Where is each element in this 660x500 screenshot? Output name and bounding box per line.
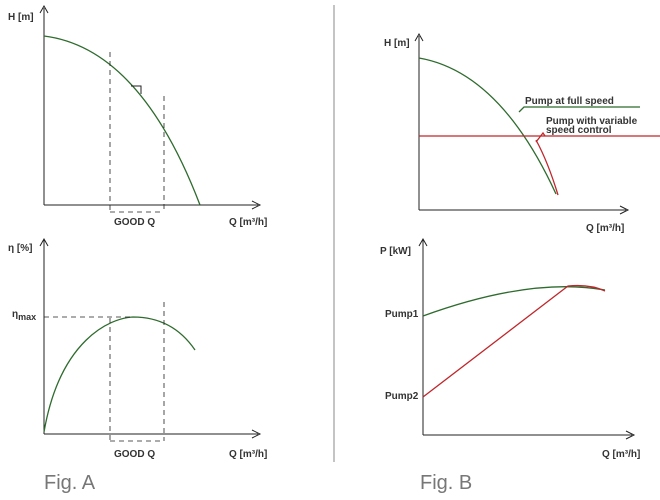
fig-b-pump1-label: Pump1 <box>385 309 419 320</box>
fig-b-pump1-curve <box>422 286 606 317</box>
fig-b-bottom-ylabel: P [kW] <box>380 246 411 257</box>
fig-b-caption: Fig. B <box>420 472 472 494</box>
fig-b-full-speed-label: Pump at full speed <box>525 96 614 107</box>
fig-a-top-xlabel: Q [m³/h] <box>229 217 267 228</box>
fig-a-bottom-x-arrow <box>251 429 262 439</box>
fig-b-top-y-arrow <box>414 32 424 42</box>
fig-b-head-chart: H [m] Q [m³/h] Pump at full speed Pump w… <box>384 32 660 234</box>
fig-b-variable-speed-curve <box>535 139 559 196</box>
fig-b-power-chart: P [kW] Q [m³/h] Pump1 Pump2 <box>380 237 640 460</box>
fig-a-bottom-y-arrow <box>39 237 49 247</box>
fig-a-bottom-xlabel: Q [m³/h] <box>229 449 267 460</box>
fig-b-variable-label-line1: Pump with variable <box>546 116 638 127</box>
fig-a-bottom-ylabel: η [%] <box>8 243 32 254</box>
fig-b-variable-speed-leader <box>535 131 546 143</box>
eta-symbol: η <box>12 309 18 320</box>
fig-b-variable-label-line2: speed control <box>546 125 612 136</box>
fig-a-bep-marker <box>131 85 142 94</box>
fig-b-bottom-x-arrow <box>625 430 636 440</box>
fig-b-pump2-curve <box>422 284 606 398</box>
fig-a-head-curve <box>43 35 201 206</box>
fig-a-efficiency-curve <box>43 316 196 433</box>
fig-a-eta-max-label: ηmax <box>12 309 36 322</box>
fig-b-full-speed-leader <box>518 106 640 113</box>
fig-a-top-x-arrow <box>251 200 262 210</box>
fig-a-efficiency-chart: η [%] ηmax Q [m³/h] GOOD Q <box>8 237 267 460</box>
eta-max-subscript: max <box>18 312 36 322</box>
fig-a-top-range-label: GOOD Q <box>114 217 155 228</box>
fig-a-head-chart: H [m] Q [m³/h] GOOD Q <box>8 4 267 228</box>
fig-a-bottom-range-label: GOOD Q <box>114 449 155 460</box>
fig-b-bottom-xlabel: Q [m³/h] <box>602 449 640 460</box>
fig-a-caption: Fig. A <box>44 472 96 494</box>
fig-b-top-x-arrow <box>619 205 630 215</box>
fig-b-pump2-label: Pump2 <box>385 391 419 402</box>
fig-b-full-speed-curve <box>418 57 557 195</box>
fig-b-top-xlabel: Q [m³/h] <box>586 223 624 234</box>
fig-a-top-y-arrow <box>39 4 49 14</box>
fig-b-bottom-y-arrow <box>418 237 428 247</box>
fig-b-top-ylabel: H [m] <box>384 38 410 49</box>
fig-a-top-ylabel: H [m] <box>8 12 34 23</box>
